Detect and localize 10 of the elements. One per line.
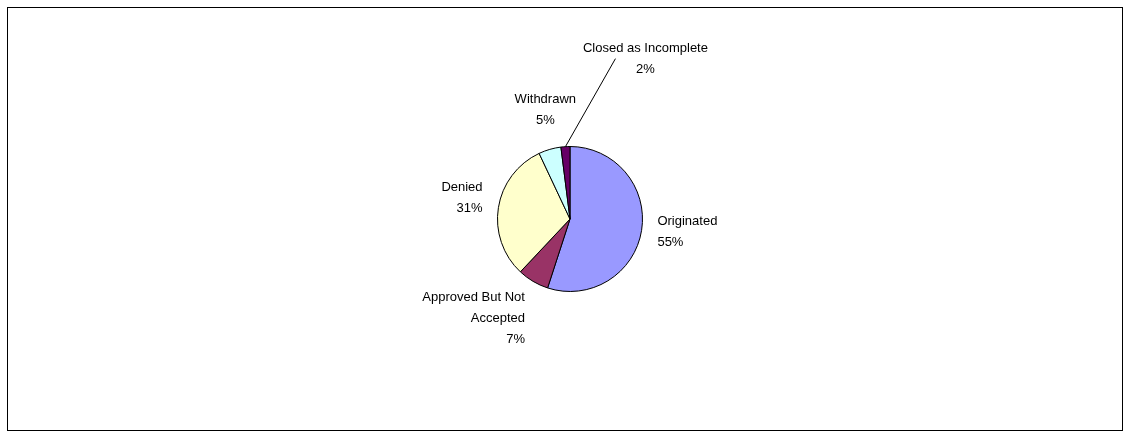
slice-label: Withdrawn xyxy=(514,90,577,106)
data-label: 5% xyxy=(535,111,556,127)
slice-label: Closed as Incomplete xyxy=(582,39,708,55)
data-label: 31% xyxy=(456,199,484,215)
slice-label: Approved But Not Accepted xyxy=(422,288,526,325)
slice-label: Originated xyxy=(657,213,718,229)
data-label: 55% xyxy=(657,234,684,250)
slice-label: Denied xyxy=(441,178,483,194)
data-label: 2% xyxy=(636,60,656,76)
data-label: 7% xyxy=(506,330,526,346)
